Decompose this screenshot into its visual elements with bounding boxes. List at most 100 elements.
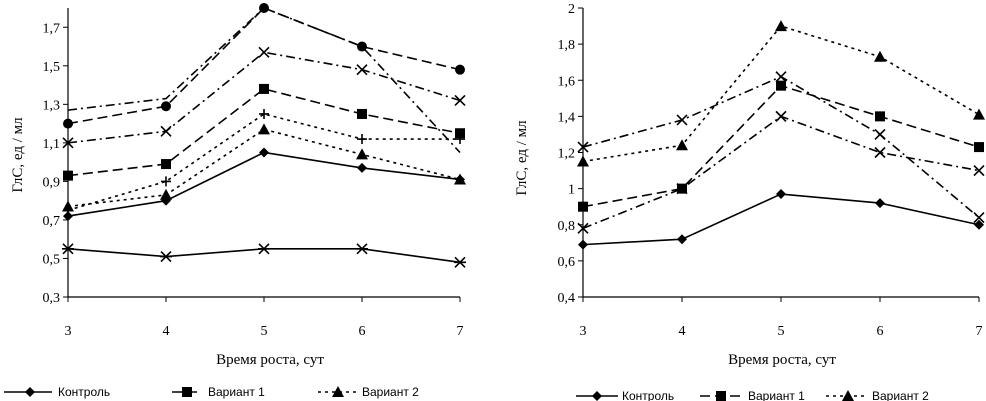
series-2-point (63, 170, 73, 181)
series-1-point (677, 234, 687, 245)
chart-left-legend: Контроль Вариант 1 Вариант 2 (4, 385, 419, 399)
series-4-point (259, 108, 269, 119)
chart-right-legend: Контроль Вариант 1 Вариант 2 (576, 389, 929, 401)
legend-label-variant2-right: Вариант 2 (872, 389, 929, 401)
y-tick-label: 0,8 (558, 219, 576, 234)
chart-right-ylabel: ГлС, ед / мл (514, 120, 530, 196)
legend-marker-variant1-right (716, 391, 726, 401)
series-3-point (160, 188, 172, 200)
chart-right-xlabel: Время роста, сут (728, 352, 836, 368)
series-3-point (356, 148, 368, 160)
x-tick-label: 3 (65, 324, 72, 339)
x-tick-label: 5 (778, 324, 785, 339)
series-6-point (455, 64, 465, 75)
y-tick-label: 0,3 (43, 291, 61, 306)
y-tick-label: 1,4 (558, 110, 576, 125)
series-5-point (454, 94, 466, 107)
legend-marker-kontrol (25, 387, 35, 397)
y-tick-label: 0,4 (558, 291, 576, 306)
series-2-point (776, 80, 786, 91)
series-6-point (161, 101, 171, 112)
series-4-point (455, 134, 465, 145)
y-tick-label: 1,1 (43, 137, 61, 152)
legend-marker-variant1 (182, 387, 192, 397)
series-5-point (676, 183, 688, 195)
series-1-point (63, 211, 73, 222)
series-line-1 (582, 193, 980, 246)
series-6-point (63, 118, 73, 129)
chart-left-xlabel: Время роста, сут (216, 352, 324, 368)
series-4-point (577, 141, 589, 153)
x-tick-label: 3 (580, 324, 587, 339)
series-4-point (357, 134, 367, 145)
series-4-point (161, 176, 171, 187)
series-line-5 (67, 51, 461, 144)
series-line-8 (67, 248, 461, 264)
series-1-point (875, 198, 885, 209)
series-1-point (259, 147, 269, 158)
series-2-point (455, 128, 465, 139)
series-8-point (258, 243, 270, 255)
y-tick-label: 1,8 (558, 38, 576, 53)
y-tick-label: 1,7 (43, 21, 61, 36)
series-5-point (874, 146, 886, 159)
series-line-1 (67, 151, 461, 217)
series-5-point (62, 137, 74, 149)
legend-label-variant1-right: Вариант 1 (748, 389, 805, 401)
series-line-7 (67, 7, 461, 154)
series-2-point (161, 159, 171, 170)
series-2-point (875, 111, 885, 122)
chart-right: 0,4 0,6 0,8 1 1,2 1,4 1,6 1,8 2 3 4 5 6 7 ГлС, ед / … (514, 2, 985, 401)
series-8-point (62, 243, 74, 255)
series-2-point (974, 142, 984, 153)
x-tick-label: 6 (359, 324, 366, 339)
y-tick-label: 1,2 (558, 147, 576, 162)
y-tick-label: 1,5 (43, 60, 61, 75)
series-3-point (973, 108, 985, 120)
series-1-point (776, 189, 786, 200)
legend-label-kontrol-right: Контроль (622, 389, 674, 401)
series-2-point (357, 108, 367, 119)
series-8-point (356, 243, 368, 255)
legend-marker-variant2-right (842, 390, 854, 401)
legend-label-variant1: Вариант 1 (208, 385, 265, 399)
series-8-point (160, 250, 172, 263)
x-tick-label: 4 (163, 324, 170, 339)
series-line-6 (67, 7, 461, 125)
x-tick-label: 5 (261, 324, 268, 339)
y-tick-label: 1,6 (558, 74, 576, 89)
y-tick-label: 0,6 (558, 255, 576, 270)
y-tick-label: 2 (568, 2, 575, 17)
x-tick-label: 7 (457, 324, 464, 339)
series-3-point (676, 139, 688, 151)
series-4-point (63, 205, 73, 216)
y-tick-label: 0,7 (43, 214, 61, 229)
series-1-point (578, 239, 588, 250)
series-4-point (874, 128, 886, 141)
series-8-point (454, 256, 466, 268)
legend-marker-kontrol-right (592, 391, 602, 401)
series-3-point (577, 155, 589, 167)
series-line-2 (67, 88, 461, 177)
legend-label-kontrol: Контроль (58, 385, 110, 399)
series-2-point (259, 83, 269, 94)
series-3-point (258, 123, 270, 135)
chart-left-ylabel: ГлС, ед / мл (10, 117, 26, 193)
series-5-point (973, 164, 985, 177)
chart-left: 0,3 0,5 0,7 0,9 1,1 1,3 1,5 1,7 3 4 5 6 7 ГлС, ед /… (4, 3, 466, 399)
y-tick-label: 0,9 (43, 175, 61, 190)
legend-label-variant2: Вариант 2 (362, 385, 419, 399)
series-3-point (874, 50, 886, 62)
legend-marker-variant2 (332, 386, 344, 397)
series-5-point (160, 125, 172, 137)
series-5-point (577, 222, 589, 234)
series-3-point (775, 20, 787, 32)
series-1-point (974, 219, 984, 230)
series-5-point (775, 110, 787, 122)
series-line-3 (67, 128, 461, 208)
y-tick-label: 0,5 (43, 252, 61, 267)
series-4-point (973, 211, 985, 224)
series-3-point (454, 173, 466, 185)
x-tick-label: 6 (877, 324, 884, 339)
